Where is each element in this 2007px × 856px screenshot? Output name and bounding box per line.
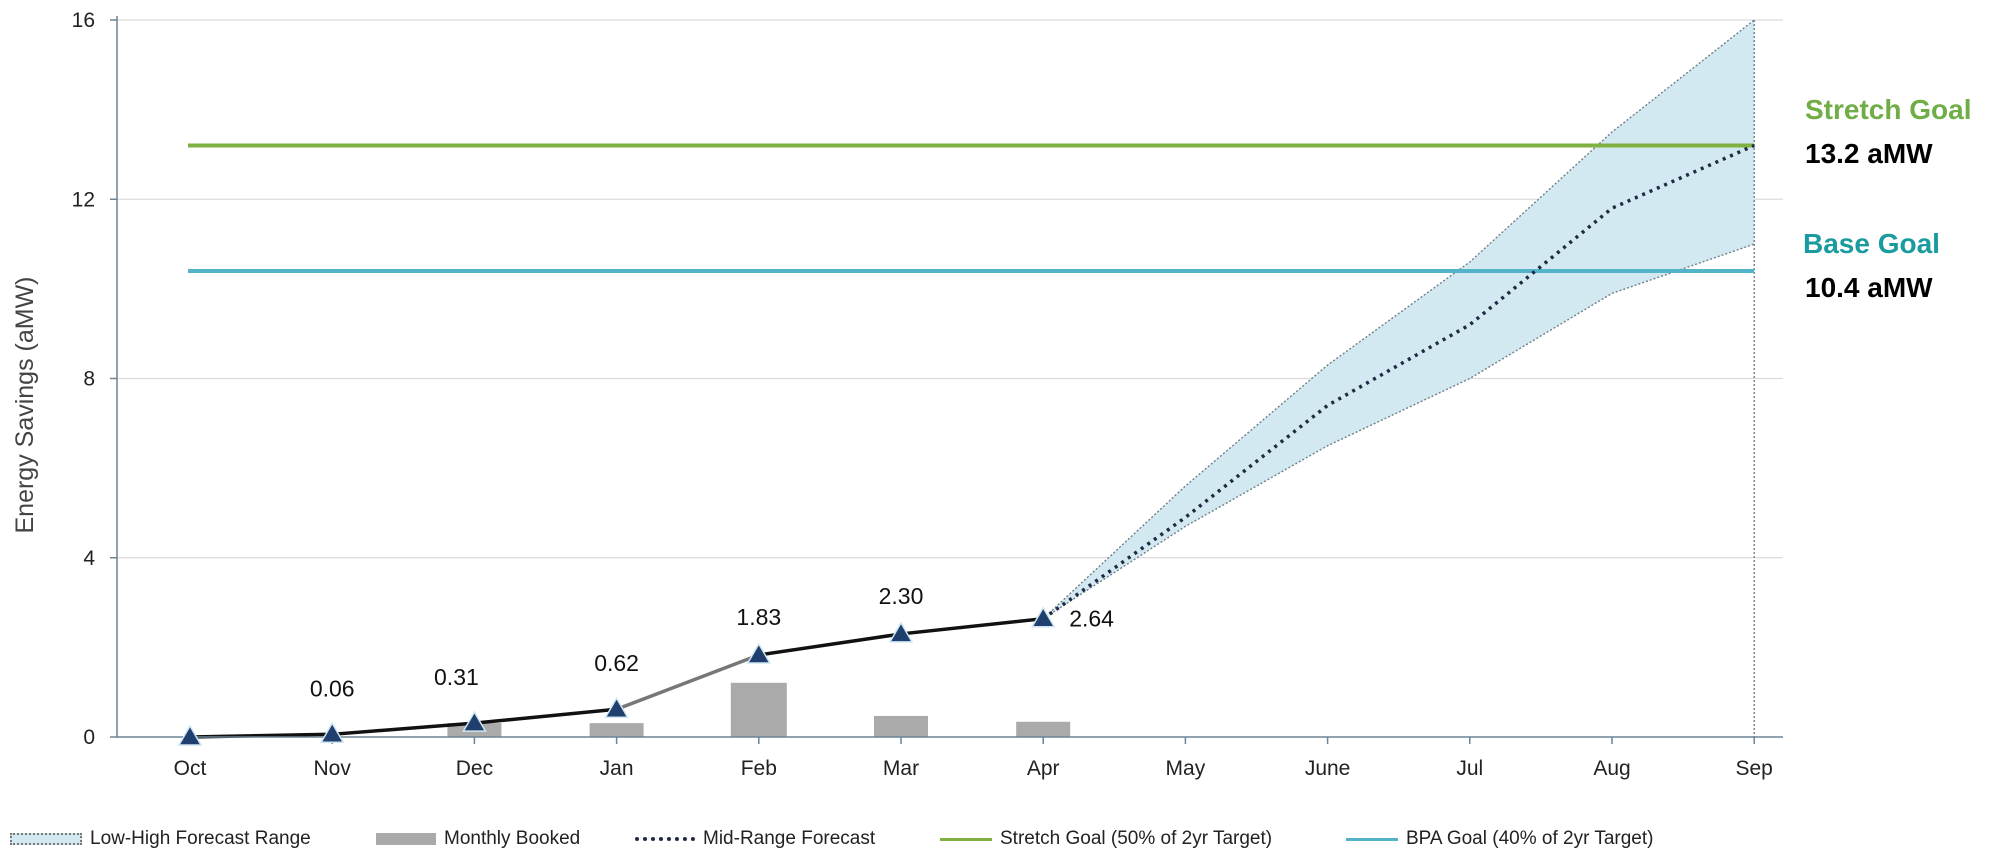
triangle-marker [319,721,345,744]
energy-savings-chart: 0 4 8 12 16 Oct Nov Dec Jan Feb Mar Apr May June Jul Au… [11,9,1783,780]
data-label: 0.06 [310,675,355,701]
data-label: 1.83 [736,604,781,630]
chart-legend: Low-High Forecast Range Monthly Booked M… [0,826,2007,856]
monthly-booked-bar [589,723,644,737]
goal-lines [188,143,1755,273]
monthly-booked-bars [447,682,1071,737]
triangle-marker [1030,606,1056,628]
legend-item-stretch-goal: Stretch Goal (50% of 2yr Target) [940,828,1272,850]
x-tick-label: Mar [883,757,919,780]
data-markers [177,606,1056,746]
legend-label: BPA Goal (40% of 2yr Target) [1406,828,1654,849]
actual-line-segment [332,721,475,737]
x-tick-label: Feb [741,757,777,780]
legend-item-forecast-range: Low-High Forecast Range [10,828,311,850]
x-tick-label: Sep [1736,757,1773,780]
x-tick-label: Nov [314,757,352,780]
triangle-marker [462,710,487,732]
actual-line-segment [758,632,902,657]
x-tick-label: Jan [600,757,634,780]
mid-range-forecast-line [1042,143,1755,621]
monthly-booked-bar [1016,721,1071,737]
blue-line-icon [1346,837,1398,841]
data-label: 0.62 [594,650,639,676]
triangle-marker [177,724,203,746]
legend-item-mid-range: Mid-Range Forecast [635,828,875,850]
x-tick-label: Oct [174,757,207,780]
x-tick-label: Dec [456,757,493,780]
legend-label: Monthly Booked [444,828,581,849]
stretch-goal-value: 13.2 aMW [1805,138,1933,169]
triangle-marker [604,696,629,718]
monthly-booked-bar [730,682,787,737]
y-tick-label: 8 [83,368,95,391]
actual-line-segment [615,653,760,711]
series-lines [189,143,1755,739]
legend-item-monthly-booked: Monthly Booked [376,828,580,850]
triangle-marker [746,642,772,664]
data-label: 0.31 [434,664,479,690]
actual-line-segment [900,616,1044,636]
x-tick-label: Apr [1027,757,1060,780]
y-axis-label: Energy Savings (aMW) [11,276,39,533]
y-tick-label: 12 [72,188,95,211]
actual-line-segment [474,707,617,725]
base-goal-value: 10.4 aMW [1805,272,1933,303]
monthly-booked-bar [874,715,928,737]
base-goal-title: Base Goal [1803,228,1940,259]
forecast-range-fill [1043,20,1755,619]
y-tick-label: 16 [72,9,95,32]
legend-label: Stretch Goal (50% of 2yr Target) [1000,828,1273,849]
gray-bar-icon [376,833,436,845]
legend-label: Mid-Range Forecast [703,828,876,849]
data-label: 2.64 [1069,606,1114,632]
forecast-low-line [1042,243,1755,620]
y-tick-label: 0 [83,726,95,749]
dotted-box-icon [10,833,82,845]
grid-lines [117,19,1783,559]
stretch-goal-title: Stretch Goal [1805,94,1972,125]
dotted-line-icon [635,837,695,841]
x-tick-label: Aug [1593,757,1630,780]
green-line-icon [940,837,992,841]
data-labels: 0.06 0.31 0.62 1.83 2.30 2.64 [310,583,1114,701]
x-tick-label: May [1166,757,1206,780]
axes: 0 4 8 12 16 Oct Nov Dec Jan Feb Mar Apr May June Jul Au… [72,9,1783,780]
data-label: 2.30 [879,583,924,609]
x-tick-label: Jul [1456,757,1483,780]
forecast-high-line [1042,19,1755,620]
y-tick-label: 4 [83,547,95,570]
x-tick-label: June [1305,757,1351,780]
legend-item-bpa-goal: BPA Goal (40% of 2yr Target) [1346,828,1653,850]
triangle-marker [888,621,914,643]
legend-label: Low-High Forecast Range [90,828,311,849]
forecast-range-area [1042,19,1755,737]
